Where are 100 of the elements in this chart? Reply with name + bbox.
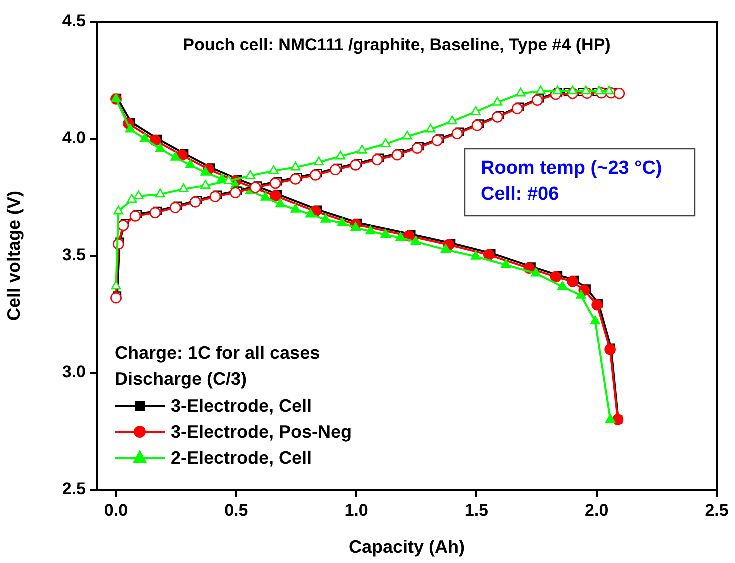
point — [440, 244, 451, 254]
point — [111, 280, 122, 290]
point — [380, 138, 391, 148]
point — [492, 112, 504, 123]
point — [200, 167, 211, 176]
point — [432, 134, 444, 146]
point — [568, 86, 578, 95]
point — [306, 208, 316, 218]
point — [447, 116, 458, 125]
point — [290, 162, 301, 171]
point — [224, 175, 234, 184]
point — [380, 229, 391, 238]
point — [357, 145, 368, 154]
point — [531, 268, 542, 277]
annotation: Discharge (C/3) — [115, 368, 248, 389]
point — [268, 165, 279, 174]
point — [155, 188, 166, 198]
point — [127, 194, 138, 203]
legend-label: 3-Electrode, Pos-Neg — [171, 422, 352, 442]
y-tick-label: 2.5 — [62, 480, 86, 499]
point — [260, 192, 271, 201]
point — [412, 142, 423, 154]
point — [392, 149, 404, 161]
y-tick-label: 3.0 — [62, 362, 86, 382]
point — [594, 86, 604, 95]
point — [576, 290, 586, 299]
point — [606, 414, 616, 423]
point — [290, 174, 302, 185]
point — [402, 131, 412, 140]
y-tick-label: 4.0 — [62, 128, 86, 148]
x-tick-label: 2.0 — [585, 500, 609, 520]
point — [516, 88, 526, 97]
point — [501, 259, 511, 268]
point — [550, 271, 562, 283]
point — [310, 170, 322, 181]
point — [336, 150, 346, 160]
x-tick-label: 0.0 — [104, 500, 128, 520]
legend-label: 2-Electrode, Cell — [171, 448, 312, 468]
point — [190, 196, 202, 208]
point — [178, 184, 189, 192]
point — [567, 276, 578, 288]
point — [140, 133, 150, 142]
point — [590, 316, 600, 325]
point — [270, 178, 282, 190]
point — [372, 154, 384, 166]
x-tick-label: 0.5 — [224, 500, 248, 520]
point — [558, 281, 568, 290]
point — [200, 180, 211, 189]
point — [110, 292, 122, 304]
point — [114, 206, 124, 215]
point — [320, 214, 331, 223]
legend-label: 3-Electrode, Cell — [171, 396, 312, 416]
point — [155, 143, 166, 152]
point — [452, 128, 464, 140]
point — [350, 222, 361, 232]
point — [350, 160, 362, 171]
point — [290, 204, 301, 213]
text: Pouch cell: NMC111 /graphite, Baseline, Type #4 (HP) — [183, 36, 611, 55]
point — [250, 182, 262, 194]
point — [210, 191, 222, 202]
point — [337, 218, 348, 226]
point — [426, 124, 436, 133]
annotation: Charge: 1C for all cases — [115, 342, 320, 363]
point — [604, 344, 616, 356]
point — [330, 164, 342, 176]
point — [276, 198, 286, 208]
point — [512, 103, 524, 114]
point — [470, 251, 481, 260]
point — [230, 187, 242, 198]
point — [532, 94, 544, 106]
point — [536, 86, 546, 95]
annotation: Room temp (~23 °C) — [481, 158, 662, 180]
point — [170, 202, 182, 214]
point — [170, 152, 181, 161]
point — [366, 226, 376, 235]
point — [134, 190, 144, 200]
point — [470, 106, 481, 116]
point — [410, 236, 421, 246]
x-tick-label: 2.5 — [705, 500, 729, 520]
point — [614, 88, 626, 100]
point — [186, 160, 196, 168]
point — [581, 86, 592, 95]
point — [150, 207, 162, 219]
point — [270, 190, 282, 202]
x-axis-title: Capacity (Ah) — [348, 537, 466, 558]
annotation: Cell: #06 — [481, 184, 560, 206]
point — [484, 249, 495, 261]
point — [314, 156, 324, 166]
point — [118, 220, 130, 232]
point — [125, 124, 136, 133]
point — [552, 86, 563, 95]
y-tick-label: 4.5 — [62, 12, 86, 31]
y-tick-label: 3.5 — [62, 246, 86, 265]
point — [592, 299, 603, 311]
point — [246, 170, 256, 180]
point — [472, 120, 484, 132]
point — [492, 97, 503, 106]
point — [130, 210, 142, 222]
point — [396, 232, 406, 242]
x-tick-label: 1.5 — [464, 500, 489, 520]
